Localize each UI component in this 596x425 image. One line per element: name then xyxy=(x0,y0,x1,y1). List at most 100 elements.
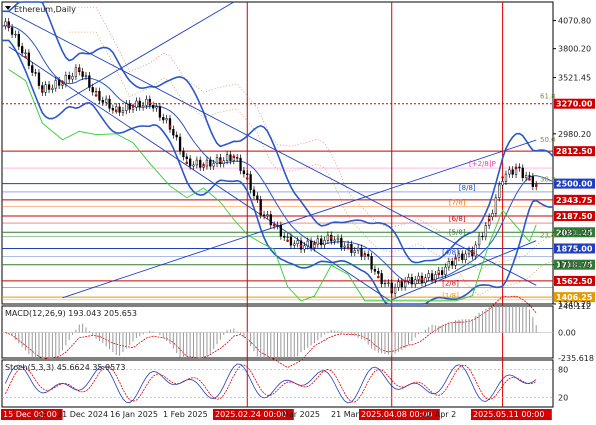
candle-body xyxy=(377,270,380,274)
price-level-label: 2812.50 xyxy=(556,147,593,156)
murrey-label: [2/8] xyxy=(442,279,459,287)
candle-body xyxy=(518,166,521,169)
support-trendline xyxy=(391,240,537,301)
candle-body xyxy=(182,150,185,158)
candle-body xyxy=(434,274,437,281)
x-axis-label: 1 Feb 2025 xyxy=(163,410,208,419)
close-price-point xyxy=(534,184,538,187)
close-price-point xyxy=(24,55,27,59)
candle-body xyxy=(242,170,246,175)
descending-channel-upper xyxy=(8,10,537,286)
candle-body xyxy=(222,160,225,165)
candle-body xyxy=(524,175,528,179)
candle-body xyxy=(306,240,309,247)
stoch-title: Stoch(5,3,3) 45.6624 35.9573 xyxy=(5,363,125,372)
fib-label: 23.6 xyxy=(540,232,556,240)
series-marks-layer xyxy=(4,18,538,358)
candle-body xyxy=(215,157,219,164)
stoch-d-line xyxy=(5,364,537,403)
price-level-tag xyxy=(554,146,595,157)
price-axis-label: 2031.25 xyxy=(558,228,591,237)
close-price-point xyxy=(403,279,407,283)
candle-body xyxy=(172,129,175,136)
price-axis-label: 1718.75 xyxy=(558,261,591,270)
murrey-label: [5/8] xyxy=(449,229,466,237)
x-axis-label-highlight xyxy=(359,409,440,420)
x-axis-label: 16 Jan 2025 xyxy=(110,410,158,419)
candle-body xyxy=(410,277,414,285)
x-axis-label: 2025.02.24 00:00 xyxy=(215,410,286,419)
candle-body xyxy=(185,156,188,160)
candle-body xyxy=(202,165,205,168)
murrey-label: [1/8] xyxy=(442,292,459,300)
price-level-label: 3270.00 xyxy=(556,100,593,109)
lagging-span-line xyxy=(8,69,537,302)
bollinger-upper-line xyxy=(2,1,554,264)
price-level-tag xyxy=(554,292,595,303)
price-level-tag xyxy=(554,194,595,205)
candle-body xyxy=(504,173,508,182)
macd-axis-label: -235.618 xyxy=(558,354,594,363)
candle-body xyxy=(360,247,363,257)
candle-body xyxy=(21,46,24,54)
candle-body xyxy=(397,281,400,288)
fib-label: 38.2 xyxy=(540,176,556,184)
candle-body xyxy=(340,237,343,248)
price-axis-label: 2980.20 xyxy=(558,130,591,139)
macd-title: MACD(12,26,9) 193.043 205.653 xyxy=(5,309,137,318)
close-price-point xyxy=(168,125,172,128)
close-price-point xyxy=(232,155,236,158)
x-axis-label-highlight xyxy=(1,409,63,420)
candle-body xyxy=(256,195,259,200)
close-price-point xyxy=(245,177,249,180)
candle-body xyxy=(138,100,141,108)
candle-body xyxy=(115,106,118,111)
candle-body xyxy=(427,273,430,278)
close-price-point xyxy=(286,239,289,242)
candle-body xyxy=(356,247,360,251)
candle-body xyxy=(346,244,350,247)
candle-body xyxy=(88,75,91,88)
candle-body xyxy=(128,103,131,110)
close-price-point xyxy=(501,176,504,179)
candle-body xyxy=(84,75,88,77)
candle-body xyxy=(414,279,417,285)
x-axis-label: 31 Dec 2024 xyxy=(57,410,108,419)
x-axis-label: 2025.04.08 00:00 xyxy=(361,410,432,419)
macd-axis-label: 246.112 xyxy=(558,302,591,311)
candle-body xyxy=(64,75,67,85)
candle-body xyxy=(390,282,393,294)
candle-body xyxy=(474,244,477,257)
candle-body xyxy=(464,253,467,260)
close-price-point xyxy=(299,244,303,248)
candle-body xyxy=(121,110,125,113)
close-price-point xyxy=(272,223,276,227)
candle-body xyxy=(135,100,138,108)
candle-body xyxy=(101,100,104,103)
candle-body xyxy=(444,266,447,275)
fib-label: 50.0 xyxy=(540,136,556,144)
close-price-point xyxy=(131,104,135,108)
close-price-point xyxy=(420,277,424,281)
stoch-k-line xyxy=(4,363,537,404)
close-price-point xyxy=(437,272,441,276)
candle-body xyxy=(373,268,377,272)
murrey-label: [7/8] xyxy=(449,198,466,206)
candle-body xyxy=(236,157,239,159)
macd-axis-label: 0.00 xyxy=(558,329,576,338)
candle-body xyxy=(303,245,306,250)
candle-body xyxy=(269,214,272,226)
candle-body xyxy=(424,277,427,284)
candle-body xyxy=(152,105,155,109)
candle-body xyxy=(370,256,373,270)
candle-body xyxy=(175,134,178,138)
candle-body xyxy=(451,261,454,266)
candle-body xyxy=(252,189,256,197)
candle-body xyxy=(68,75,71,80)
close-price-point xyxy=(94,94,98,97)
close-price-point xyxy=(346,246,350,250)
price-level-tag xyxy=(554,211,595,222)
close-price-point xyxy=(61,80,64,84)
close-price-point xyxy=(471,250,474,254)
